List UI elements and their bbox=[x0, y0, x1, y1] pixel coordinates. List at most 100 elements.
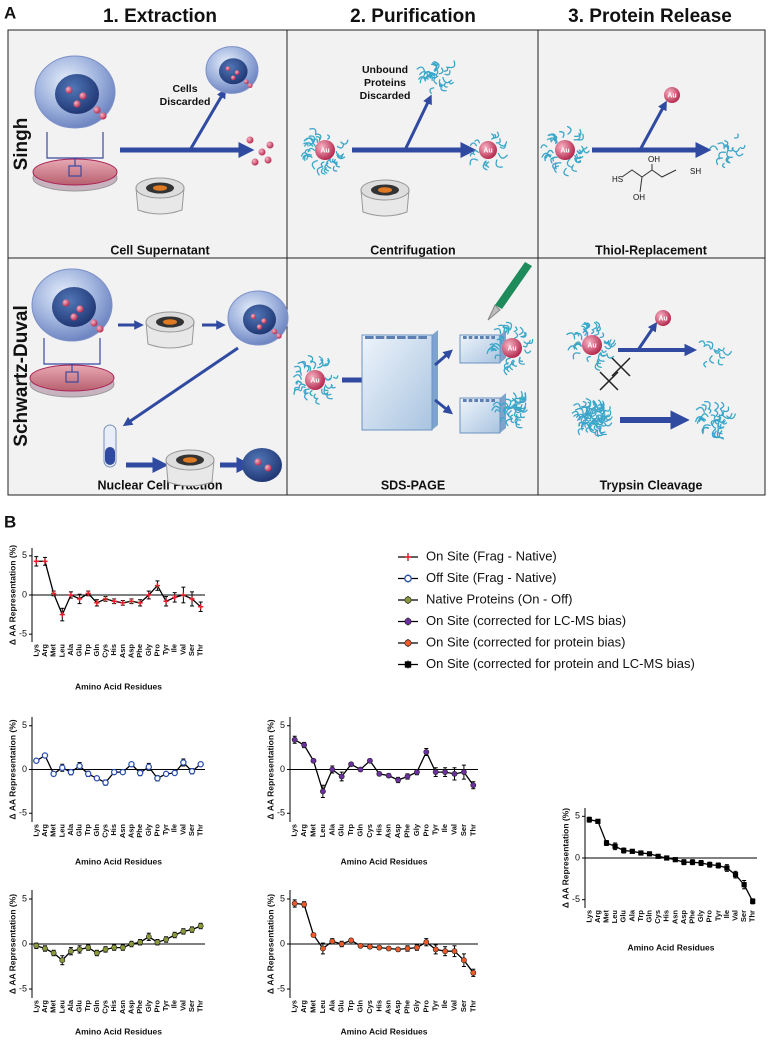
x-tick-label: Pro bbox=[152, 644, 161, 657]
x-tick-label: Lys bbox=[290, 824, 299, 837]
x-tick-label: Leu bbox=[318, 824, 327, 838]
x-tick-label: Ile bbox=[170, 644, 179, 652]
x-tick-label: Asn bbox=[384, 824, 393, 839]
marker bbox=[451, 770, 458, 777]
particle bbox=[247, 83, 253, 88]
annotation: Proteins bbox=[364, 77, 406, 89]
x-tick-label: Ala bbox=[627, 909, 636, 922]
particle bbox=[251, 158, 259, 166]
x-tick-label: Arg bbox=[593, 910, 602, 923]
au-label: Au bbox=[310, 377, 319, 384]
marker bbox=[404, 661, 412, 668]
annotation: Cells bbox=[172, 83, 197, 95]
gold-nanoparticle bbox=[315, 140, 335, 160]
gel-well bbox=[418, 336, 427, 339]
caption: Cell Supernatant bbox=[110, 243, 210, 257]
chem-label: OH bbox=[633, 193, 645, 202]
marker bbox=[94, 600, 100, 606]
y-tick-label: -5 bbox=[19, 808, 27, 818]
protein-corona bbox=[708, 133, 746, 169]
y-tick-label: -5 bbox=[277, 983, 285, 993]
x-tick-label: Ile bbox=[440, 1000, 449, 1008]
caption: SDS-PAGE bbox=[381, 478, 445, 492]
x-tick-label: Val bbox=[730, 910, 739, 921]
marker bbox=[145, 933, 152, 940]
particle bbox=[65, 86, 73, 94]
gold-nanoparticle bbox=[655, 310, 671, 326]
tube-fill bbox=[105, 447, 115, 465]
marker bbox=[145, 763, 153, 771]
marker bbox=[93, 775, 101, 782]
arrow bbox=[636, 321, 658, 351]
marker bbox=[672, 857, 678, 863]
gold-nanoparticle bbox=[305, 370, 325, 390]
x-tick-label: Pro bbox=[152, 1000, 161, 1013]
marker bbox=[319, 945, 326, 952]
marker bbox=[376, 770, 383, 777]
marker bbox=[451, 948, 458, 955]
x-tick-label: Leu bbox=[57, 1000, 66, 1014]
x-tick-label: Asp bbox=[393, 1000, 402, 1015]
marker bbox=[310, 932, 317, 938]
x-tick-label: Arg bbox=[40, 824, 49, 837]
particle bbox=[73, 100, 81, 108]
x-tick-label: Gly bbox=[696, 909, 705, 922]
x-axis-label: Amino Acid Residues bbox=[75, 856, 162, 866]
y-tick-label: -5 bbox=[572, 894, 580, 904]
particle bbox=[264, 464, 272, 472]
panel-label: B bbox=[4, 512, 16, 531]
x-tick-label: His bbox=[109, 1000, 118, 1012]
marker bbox=[136, 769, 144, 777]
nucleus bbox=[55, 74, 99, 114]
marker bbox=[470, 969, 477, 976]
gel-well bbox=[491, 336, 495, 339]
arrow bbox=[403, 94, 432, 151]
legend-label: On Site (corrected for LC-MS bias) bbox=[426, 613, 626, 628]
marker bbox=[102, 779, 109, 786]
x-tick-label: His bbox=[374, 824, 383, 836]
legend-label: On Site (corrected for protein and LC-MS… bbox=[426, 656, 695, 671]
x-tick-label: Phe bbox=[135, 644, 144, 658]
x-tick-label: Trp bbox=[83, 644, 92, 656]
gel-well bbox=[468, 399, 473, 402]
marker bbox=[33, 757, 40, 765]
y-axis-label: Δ AA Representation (%) bbox=[7, 545, 17, 645]
legend-label: Native Proteins (On - Off) bbox=[426, 591, 572, 606]
row-label: Schwartz-Duval bbox=[11, 305, 32, 446]
marker bbox=[348, 761, 354, 768]
gel-well bbox=[407, 336, 417, 339]
marker bbox=[137, 939, 144, 946]
marker bbox=[102, 596, 109, 602]
marker bbox=[162, 770, 170, 778]
x-tick-label: Arg bbox=[40, 644, 49, 657]
x-tick-label: Tyr bbox=[161, 1000, 170, 1011]
x-tick-label: His bbox=[662, 910, 671, 922]
marker bbox=[154, 583, 161, 589]
protein-corona bbox=[491, 391, 528, 429]
marker bbox=[404, 574, 412, 583]
x-tick-label: Asn bbox=[118, 644, 127, 659]
gel-well bbox=[474, 399, 478, 402]
x-tick-label: Val bbox=[178, 644, 187, 655]
marker bbox=[111, 944, 118, 951]
x-tick-label: Lys bbox=[31, 644, 40, 657]
gel bbox=[459, 397, 501, 434]
marker bbox=[423, 749, 430, 755]
y-tick-label: 5 bbox=[575, 811, 580, 821]
marker bbox=[338, 773, 345, 780]
gel-well bbox=[474, 336, 478, 339]
series-line bbox=[589, 819, 754, 902]
y-axis-label: Δ AA Representation (%) bbox=[265, 894, 275, 994]
x-tick-label: Gln bbox=[355, 824, 364, 837]
marker bbox=[366, 757, 373, 764]
marker bbox=[119, 768, 127, 776]
x-tick-label: Met bbox=[308, 824, 317, 837]
marker bbox=[197, 761, 204, 768]
x-tick-label: Cys bbox=[365, 1000, 374, 1014]
y-axis-label: Δ AA Representation (%) bbox=[265, 719, 275, 819]
marker bbox=[432, 946, 439, 953]
x-tick-label: Phe bbox=[402, 1000, 411, 1014]
au-label: Au bbox=[560, 147, 569, 154]
marker bbox=[750, 898, 756, 904]
marker bbox=[51, 590, 57, 597]
